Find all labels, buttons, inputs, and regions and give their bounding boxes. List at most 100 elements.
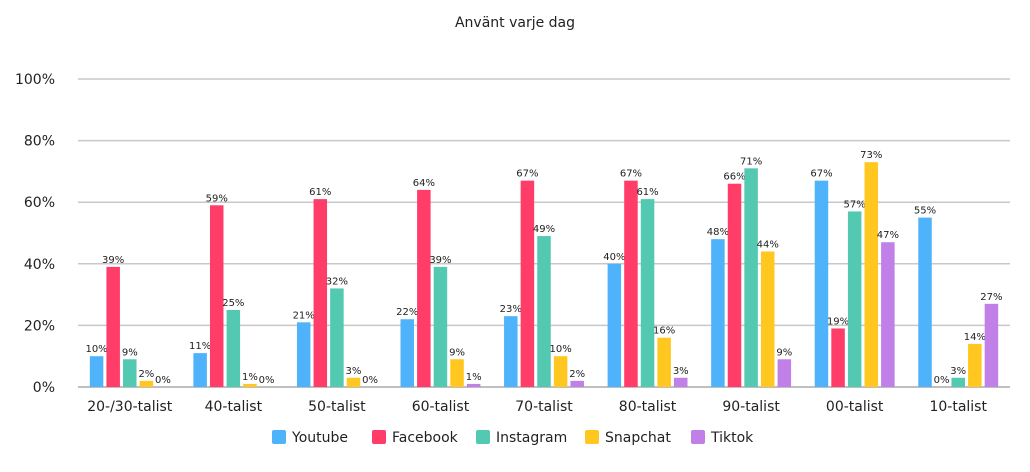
data-label: 39% (102, 255, 124, 266)
legend-swatch-snapchat (585, 430, 599, 444)
bar-snapchat (553, 356, 568, 387)
y-tick-label: 0% (33, 380, 55, 396)
bar-facebook (727, 183, 742, 387)
x-tick-label: 80-talist (619, 399, 677, 415)
data-label: 2% (569, 369, 585, 380)
y-tick-label: 80% (24, 134, 55, 150)
y-tick-label: 20% (24, 318, 55, 334)
bar-youtube (89, 356, 104, 387)
data-label: 25% (222, 298, 244, 309)
data-label: 57% (844, 199, 866, 210)
data-label: 67% (620, 169, 642, 180)
bar-instagram (744, 168, 758, 387)
bar-facebook (520, 180, 535, 387)
data-label: 48% (707, 227, 729, 238)
data-label: 23% (500, 304, 522, 315)
data-label: 3% (346, 366, 362, 377)
bar-instagram (226, 310, 241, 387)
bar-tiktok (674, 377, 688, 387)
data-label: 73% (860, 150, 882, 161)
x-tick-label: 70-talist (515, 399, 573, 415)
bar-instagram (951, 377, 965, 387)
legend-swatch-tiktok (691, 430, 705, 444)
data-label: 16% (653, 326, 675, 337)
bar-facebook (106, 266, 120, 387)
bar-youtube (711, 239, 725, 387)
x-tick-label: 60-talist (412, 399, 470, 415)
data-label: 0% (259, 375, 275, 386)
bar-facebook (313, 199, 328, 387)
data-label: 71% (740, 156, 762, 167)
data-label: 66% (723, 172, 745, 183)
data-label: 39% (429, 255, 451, 266)
data-label: 0% (934, 375, 950, 386)
bar-snapchat (243, 383, 257, 387)
data-label: 61% (636, 187, 658, 198)
data-label: 3% (950, 366, 966, 377)
x-tick-label: 50-talist (308, 399, 366, 415)
data-label: 64% (413, 178, 435, 189)
bar-snapchat (346, 377, 361, 387)
legend-label-tiktok: Tiktok (710, 430, 754, 446)
data-label: 10% (85, 344, 107, 355)
bar-youtube (504, 316, 518, 387)
data-label: 32% (326, 276, 348, 287)
data-label: 9% (122, 347, 138, 358)
bar-facebook (831, 328, 845, 387)
bar-youtube (296, 322, 311, 387)
data-label: 44% (757, 239, 779, 250)
y-tick-label: 60% (24, 195, 55, 211)
legend-label-snapchat: Snapchat (605, 430, 671, 446)
data-label: 10% (549, 344, 571, 355)
data-label: 1% (242, 372, 258, 383)
x-tick-label: 90-talist (722, 399, 780, 415)
data-label: 27% (980, 292, 1002, 303)
data-label: 55% (914, 206, 936, 217)
bar-tiktok (570, 380, 584, 387)
x-tick-label: 10-talist (929, 399, 987, 415)
legend-swatch-instagram (476, 430, 490, 444)
bar-snapchat (139, 380, 154, 387)
data-label: 11% (189, 341, 211, 352)
bar-instagram (330, 288, 344, 387)
data-label: 61% (309, 187, 331, 198)
bar-facebook (624, 180, 638, 387)
bar-tiktok (881, 242, 895, 387)
chart-title: Använt varje dag (455, 15, 575, 31)
legend-swatch-facebook (372, 430, 386, 444)
data-label: 47% (877, 230, 899, 241)
bar-youtube (400, 319, 414, 387)
bar-tiktok (466, 383, 481, 387)
data-label: 21% (293, 310, 315, 321)
y-tick-label: 40% (24, 257, 55, 273)
data-label: 0% (155, 375, 171, 386)
bar-instagram (640, 199, 655, 387)
bar-tiktok (984, 303, 999, 387)
bar-tiktok (777, 359, 792, 387)
bar-snapchat (450, 359, 464, 387)
data-label: 0% (362, 375, 378, 386)
bar-snapchat (968, 343, 982, 387)
data-label: 67% (810, 169, 832, 180)
x-tick-label: 40-talist (205, 399, 263, 415)
data-label: 14% (964, 332, 986, 343)
bar-snapchat (760, 251, 775, 387)
data-label: 1% (466, 372, 482, 383)
data-label: 3% (673, 366, 689, 377)
data-label: 2% (138, 369, 154, 380)
data-label: 22% (396, 307, 418, 318)
data-label: 67% (516, 169, 538, 180)
data-label: 9% (449, 347, 465, 358)
legend-label-instagram: Instagram (496, 430, 567, 446)
x-tick-label: 00-talist (826, 399, 884, 415)
data-label: 49% (533, 224, 555, 235)
data-label: 9% (776, 347, 792, 358)
bar-instagram (537, 236, 551, 387)
data-label: 40% (603, 252, 625, 263)
data-label: 59% (206, 193, 228, 204)
bar-facebook (417, 189, 431, 387)
y-tick-label: 100% (15, 72, 55, 88)
bar-youtube (607, 263, 622, 387)
bar-instagram (123, 359, 137, 387)
